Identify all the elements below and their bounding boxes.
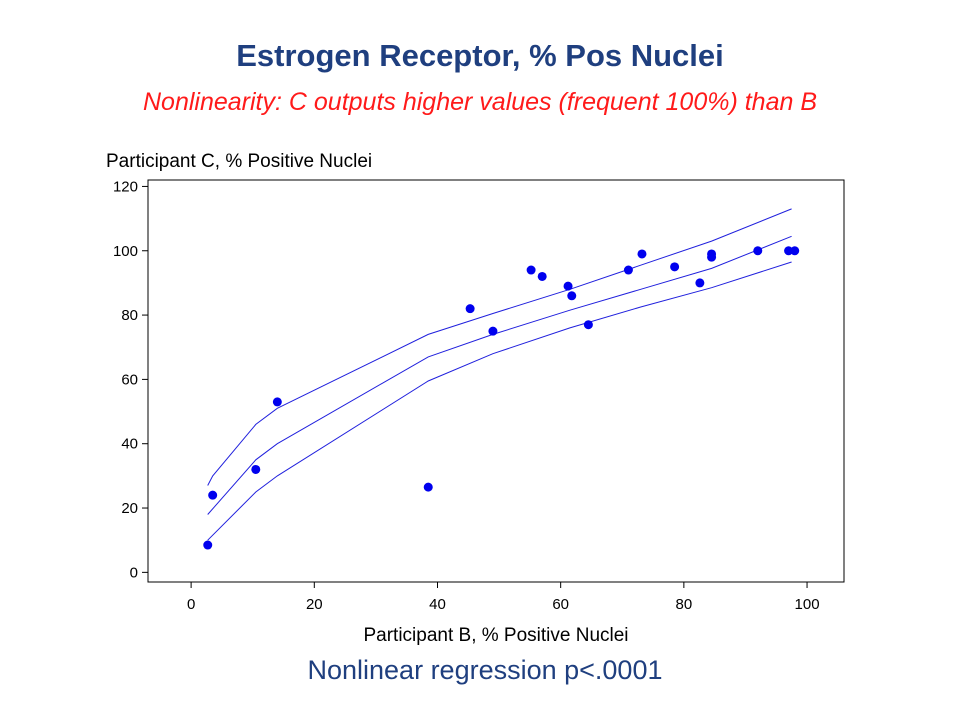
y-tick-label: 100: [113, 243, 138, 260]
data-point: [526, 265, 536, 275]
data-point: [563, 281, 573, 291]
data-point: [488, 326, 498, 336]
x-tick-label: 60: [552, 596, 569, 613]
y-tick-label: 120: [113, 178, 138, 195]
slide-title: Estrogen Receptor, % Pos Nuclei: [236, 38, 724, 73]
data-point: [272, 397, 282, 407]
x-tick-label: 100: [795, 596, 820, 613]
data-point: [623, 265, 633, 275]
data-point: [753, 246, 763, 256]
y-axis-title: Participant C, % Positive Nuclei: [106, 151, 372, 172]
y-axis: 0 20 40 60 80 100 120: [113, 178, 148, 581]
y-tick-label: 20: [121, 500, 138, 517]
data-point: [567, 291, 577, 301]
data-points: [203, 246, 800, 550]
y-tick-label: 60: [121, 371, 138, 388]
fit-curve: [207, 235, 792, 515]
data-point: [208, 490, 218, 500]
data-point: [784, 246, 794, 256]
data-point: [637, 249, 647, 259]
lower-band-curve: [207, 261, 792, 541]
x-tick-label: 0: [187, 596, 195, 613]
x-tick-label: 20: [306, 596, 323, 613]
data-point: [670, 262, 680, 272]
y-tick-label: 40: [121, 436, 138, 453]
data-point: [423, 482, 433, 492]
data-point: [695, 278, 705, 288]
data-point: [583, 320, 593, 330]
regression-curves: [207, 208, 792, 541]
x-axis: 0 20 40 60 80 100: [187, 582, 820, 613]
x-tick-label: 80: [676, 596, 693, 613]
data-point: [251, 464, 261, 474]
data-point: [537, 271, 547, 281]
footer-note: Nonlinear regression p<.0001: [307, 655, 663, 685]
x-tick-label: 40: [429, 596, 446, 613]
y-tick-label: 80: [121, 307, 138, 324]
plot-frame: [147, 179, 845, 583]
data-point: [465, 304, 475, 314]
y-tick-label: 0: [130, 564, 138, 581]
slide-subtitle: Nonlinearity: C outputs higher values (f…: [143, 88, 817, 116]
x-axis-title: Participant B, % Positive Nuclei: [363, 625, 628, 646]
data-point: [790, 246, 800, 256]
data-point: [203, 540, 213, 550]
upper-band-curve: [207, 208, 792, 486]
data-point: [707, 252, 717, 262]
